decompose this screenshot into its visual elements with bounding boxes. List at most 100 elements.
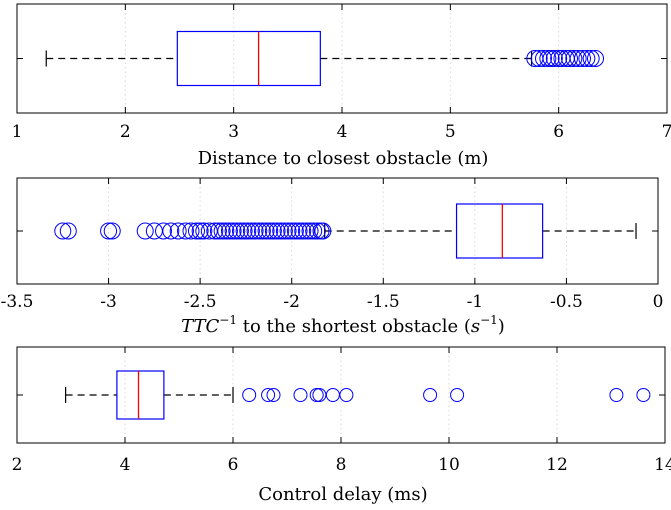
outlier-point — [103, 222, 121, 240]
outlier-point — [545, 50, 563, 67]
x-tick-label: 3 — [228, 122, 239, 142]
outlier-point — [220, 222, 238, 240]
x-tick-label: 6 — [228, 455, 239, 475]
outlier-point — [231, 222, 249, 240]
outlier-point — [209, 222, 227, 240]
outlier-point — [582, 50, 600, 67]
outlier-point — [182, 222, 200, 240]
outlier-point — [293, 388, 308, 402]
outlier-point — [294, 222, 312, 240]
x-tick-label: 4 — [120, 455, 131, 475]
x-tick-label: -2 — [283, 292, 300, 312]
outlier-point — [169, 222, 187, 240]
outlier-point — [242, 222, 260, 240]
outlier-point — [155, 222, 173, 240]
outlier-point — [450, 388, 465, 402]
outlier-point — [224, 222, 242, 240]
x-tick-label: 0 — [653, 292, 664, 312]
outlier-point — [308, 222, 326, 240]
outlier-point — [561, 50, 578, 67]
outlier-point — [253, 222, 271, 240]
x-tick-label: -1 — [467, 292, 484, 312]
iqr-box — [116, 370, 165, 420]
x-tick-label: -1.5 — [367, 292, 400, 312]
ttc-boxplot-panel: -3.5 -3 -2.5 -2 -1.5 -1 -0.5 0 — [1, 177, 664, 312]
x-tick-label: -3 — [100, 292, 117, 312]
x-tick-label: -3.5 — [1, 292, 34, 312]
outlier-point — [535, 50, 552, 67]
outlier-point — [217, 222, 235, 240]
outlier-point — [191, 222, 209, 240]
control-delay-boxplot-panel: 2 4 6 8 10 12 14 — [12, 346, 671, 475]
outlier-point — [136, 222, 154, 240]
outlier-point — [187, 222, 205, 240]
outlier-point — [305, 222, 323, 240]
x-tick-label: 4 — [337, 122, 348, 142]
outlier-point — [264, 222, 282, 240]
outlier-point — [272, 222, 290, 240]
control-delay-axis-label: Control delay (ms) — [258, 484, 427, 505]
outlier-point — [176, 222, 194, 240]
x-tick-label: 5 — [445, 122, 456, 142]
x-tick-label: 12 — [546, 455, 568, 475]
outlier-point — [550, 50, 568, 67]
outlier-point — [279, 222, 297, 240]
outlier-point — [54, 222, 72, 240]
outlier-point — [574, 50, 591, 67]
outlier-point — [587, 50, 604, 67]
x-tick-label: 10 — [438, 455, 460, 475]
outlier-point — [261, 222, 279, 240]
outlier-point — [145, 222, 163, 240]
outlier-point — [314, 222, 332, 240]
x-tick-label: -0.5 — [550, 292, 583, 312]
outlier-point — [242, 388, 257, 402]
x-tick-label: -2.5 — [184, 292, 217, 312]
outlier-point — [565, 50, 583, 67]
outlier-point — [59, 222, 77, 240]
iqr-box — [176, 30, 321, 87]
outlier-point — [257, 222, 275, 240]
x-tick-label: 7 — [662, 122, 671, 142]
x-tick-label: 8 — [336, 455, 347, 475]
outlier-point — [609, 388, 624, 402]
outlier-point — [539, 50, 557, 67]
x-tick-label: 14 — [654, 455, 671, 475]
outlier-point — [246, 222, 264, 240]
outlier-point — [290, 222, 308, 240]
outlier-point — [636, 388, 651, 402]
outlier-point — [261, 388, 276, 402]
outlier-point — [286, 222, 304, 240]
x-tick-label: 2 — [12, 455, 23, 475]
outlier-point — [275, 222, 293, 240]
x-tick-label: 2 — [120, 122, 131, 142]
outlier-point — [530, 50, 548, 67]
x-tick-label: 6 — [553, 122, 564, 142]
outlier-point — [423, 388, 438, 402]
outlier-point — [339, 388, 354, 402]
outlier-point — [195, 222, 213, 240]
outlier-point — [206, 222, 224, 240]
outlier-point — [542, 50, 560, 67]
outlier-point — [301, 222, 319, 240]
distance-axis-label: Distance to closest obstacle (m) — [198, 148, 489, 169]
outlier-point — [213, 222, 231, 240]
outlier-point — [325, 388, 340, 402]
outlier-point — [268, 222, 286, 240]
outlier-point — [228, 222, 246, 240]
outlier-point — [100, 222, 118, 240]
outlier-point — [312, 388, 327, 402]
outlier-point — [266, 388, 281, 402]
distance-boxplot-panel: 1 2 3 4 5 6 7 — [12, 3, 671, 142]
x-tick-label: 1 — [12, 122, 23, 142]
outlier-point — [250, 222, 268, 240]
outlier-point — [283, 222, 301, 240]
outlier-point — [162, 222, 180, 240]
outlier-point — [235, 222, 253, 240]
ttc-axis-label: TTC−1 to the shortest obstacle (s−1) — [181, 313, 505, 337]
outlier-point — [309, 388, 324, 402]
iqr-box — [455, 203, 544, 259]
outlier-point — [569, 50, 587, 67]
outlier-point — [239, 222, 257, 240]
outlier-point — [578, 50, 596, 67]
